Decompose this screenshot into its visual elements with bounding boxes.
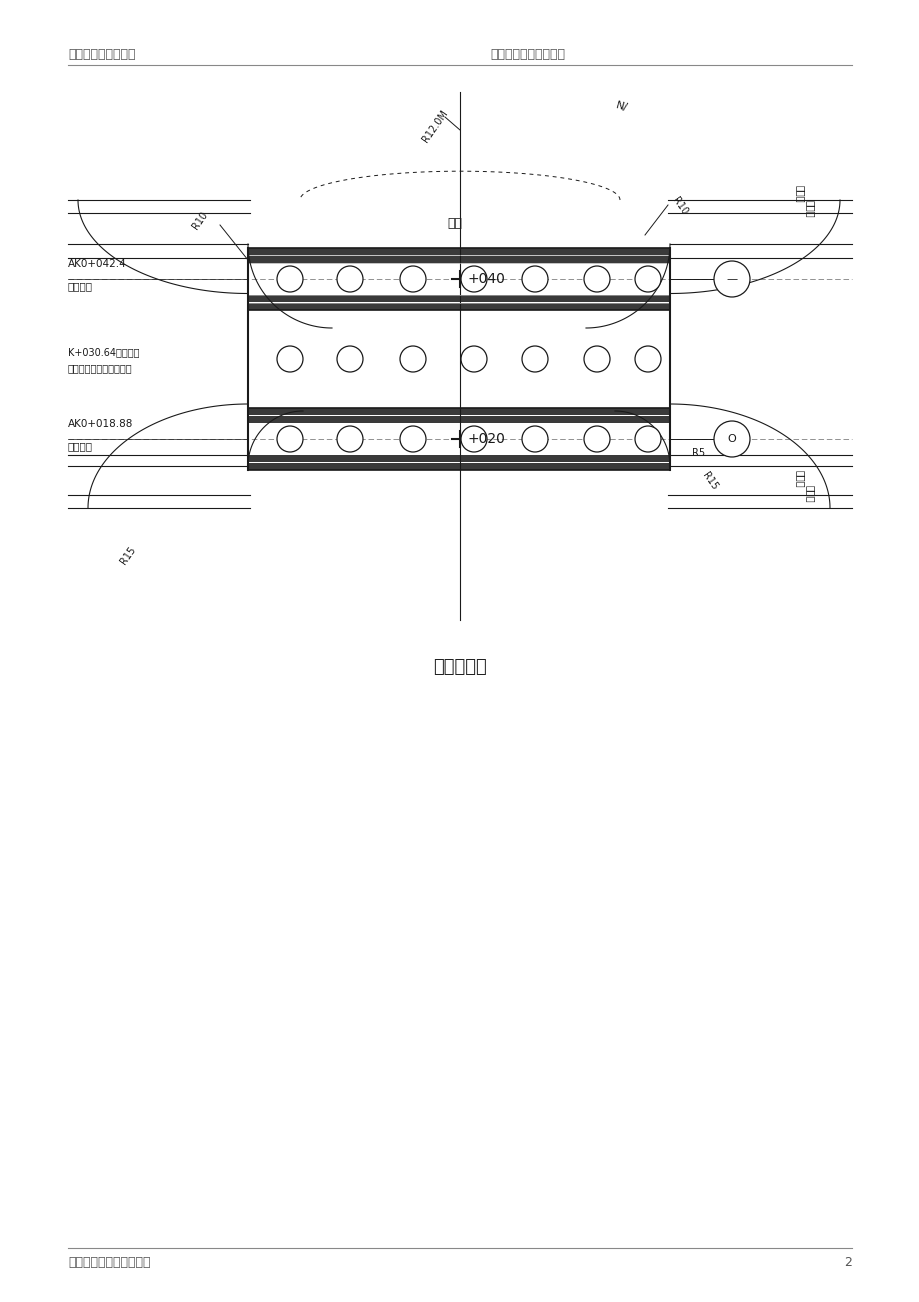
Circle shape [460,426,486,452]
Bar [248,408,669,470]
Circle shape [400,266,425,292]
Bar [248,408,669,470]
Text: AK0+042.4: AK0+042.4 [68,259,127,270]
Circle shape [521,346,548,372]
Text: R10: R10 [669,195,688,216]
Text: R10: R10 [190,210,209,232]
Text: 孔式预应力混凝土空心板: 孔式预应力混凝土空心板 [68,363,132,372]
Bar [248,408,669,415]
Circle shape [400,426,425,452]
Text: 钇框钉: 钇框钉 [804,201,814,217]
Text: 水泥: 水泥 [447,217,462,230]
Text: 桥梁起点: 桥梁起点 [68,441,93,450]
Circle shape [584,346,609,372]
Bar [248,247,669,310]
Circle shape [460,346,486,372]
Text: K+030.64主入口桥: K+030.64主入口桥 [68,348,140,357]
Text: AK0+018.88: AK0+018.88 [68,419,133,428]
Text: 金城湾: 金城湾 [804,486,814,503]
Text: N/: N/ [614,100,629,113]
Bar [248,296,669,302]
Bar [248,464,669,470]
Bar [248,303,669,310]
Circle shape [634,426,660,452]
Text: +020: +020 [468,432,505,447]
Text: 金城湾项目桥梁工程: 金城湾项目桥梁工程 [68,48,135,61]
Circle shape [713,260,749,297]
Circle shape [634,346,660,372]
Circle shape [336,346,363,372]
Bar [248,454,669,462]
Text: 钨框钉: 钨框钉 [794,470,804,488]
Text: +040: +040 [468,272,505,286]
Circle shape [277,346,302,372]
Circle shape [713,421,749,457]
Text: R15: R15 [118,546,137,566]
Text: 金城湾: 金城湾 [794,185,804,203]
Text: —: — [726,273,737,284]
Text: 福州建工（集团）总公司: 福州建工（集团）总公司 [68,1255,151,1268]
Circle shape [521,266,548,292]
Text: 桥梁终点: 桥梁终点 [68,281,93,292]
Circle shape [460,266,486,292]
Text: R12.0M: R12.0M [420,108,448,145]
Text: R5: R5 [691,448,704,458]
Bar [248,247,669,310]
Circle shape [277,426,302,452]
Text: 主桥平面图: 主桥平面图 [433,658,486,676]
Circle shape [277,266,302,292]
Bar [248,247,669,255]
Text: O: O [727,434,735,444]
Circle shape [584,266,609,292]
Circle shape [521,426,548,452]
Circle shape [634,266,660,292]
Text: 预制空心板梁吊装方案: 预制空心板梁吊装方案 [490,48,564,61]
Text: 2: 2 [844,1255,851,1268]
Text: R15: R15 [699,470,719,491]
Circle shape [584,426,609,452]
Bar [248,256,669,263]
Circle shape [336,266,363,292]
Bar [248,417,669,423]
Circle shape [400,346,425,372]
Circle shape [336,426,363,452]
